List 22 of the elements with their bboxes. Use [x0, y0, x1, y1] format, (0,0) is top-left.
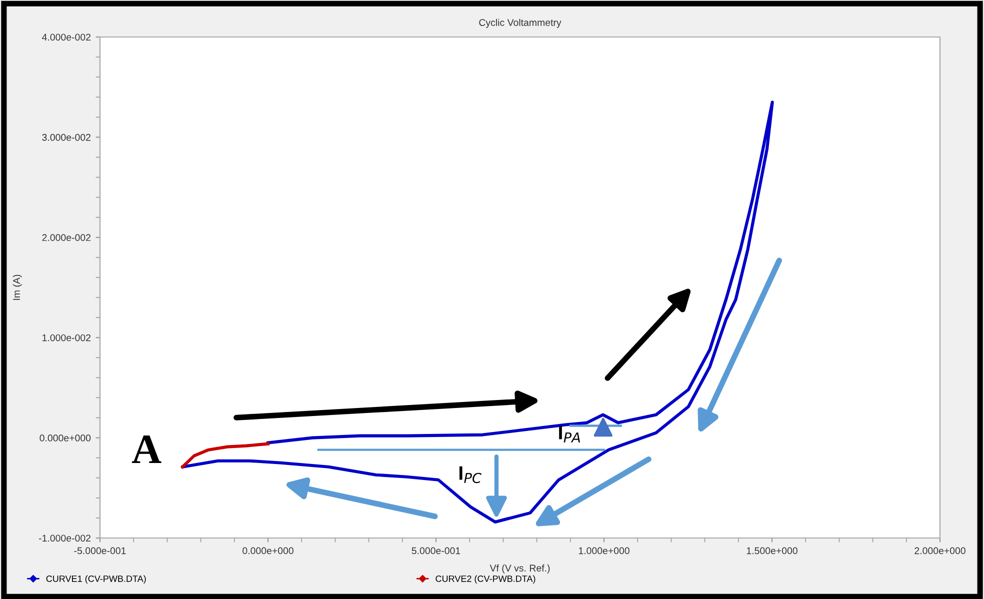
line-series — [181, 442, 270, 468]
y-axis-title: Im (A) — [12, 274, 22, 300]
chart-title: Cyclic Voltammetry — [479, 18, 562, 28]
y-tick-label: 2.000e-002 — [42, 234, 90, 242]
annotation: I$_{PC}$ — [459, 466, 482, 484]
annotation: I$_{PA}$ — [559, 426, 580, 442]
y-tick-label: 0.000e+000 — [40, 434, 91, 442]
x-axis-title: Vf (V vs. Ref.) — [490, 564, 550, 574]
y-tick-label: 1.000e-002 — [42, 334, 90, 342]
x-tick-label: 0.000e+000 — [242, 547, 294, 554]
x-tick-label: 1.000e+000 — [578, 547, 630, 554]
annotation: A — [132, 435, 162, 463]
x-tick-label: 2.000e+000 — [914, 547, 966, 554]
x-tick-label: 1.500e+000 — [746, 547, 798, 554]
x-tick-label: 5.000e-001 — [412, 547, 460, 554]
y-tick-label: -1.000e-002 — [38, 534, 90, 542]
y-tick-label: 3.000e-002 — [42, 134, 90, 141]
legend-label: CURVE2 (CV-PWB.DTA) — [436, 575, 536, 584]
legend-label: CURVE1 (CV-PWB.DTA) — [46, 575, 146, 584]
y-tick-label: 4.000e-002 — [42, 34, 90, 41]
line-series — [181, 100, 774, 524]
x-tick-label: -5.000e-001 — [74, 547, 126, 554]
